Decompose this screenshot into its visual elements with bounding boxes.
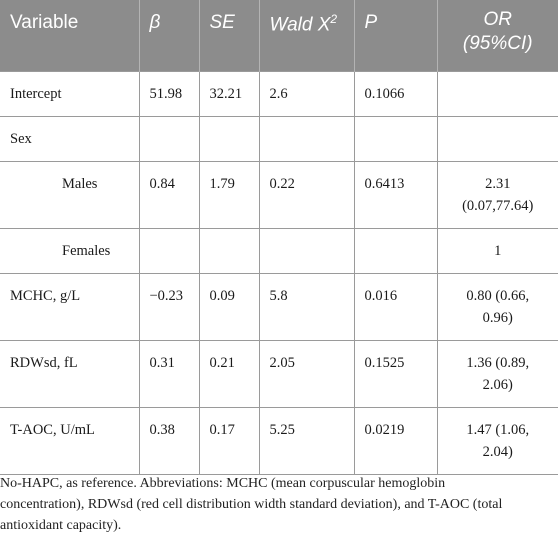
cell-wald: [258, 115, 355, 162]
regression-table-container: Variable β SE Wald X2 P OR (95%CI) Interc…: [0, 0, 558, 475]
cell-or: 1.47 (1.06, 2.04): [436, 406, 558, 475]
cell-wald: 2.05: [258, 339, 355, 408]
cell-or: 1: [436, 227, 558, 274]
row-label: RDWsd, fL: [0, 339, 140, 408]
row-label: T-AOC, U/mL: [0, 406, 140, 475]
cell-or-line2: (0.07,77.64): [462, 197, 534, 214]
cell-beta: [138, 115, 200, 162]
cell-p: 0.1066: [353, 70, 438, 117]
cell-beta: 51.98: [138, 70, 200, 117]
cell-se: 32.21: [198, 70, 260, 117]
cell-p: [353, 115, 438, 162]
header-or-line1: OR: [483, 9, 513, 30]
table-row: Intercept 51.98 32.21 2.6 0.1066: [0, 70, 558, 117]
footnote-line: antioxidant capacity).: [0, 518, 122, 533]
header-wald-superscript: 2: [330, 12, 338, 26]
cell-p: 0.1525: [353, 339, 438, 408]
header-p: P: [354, 0, 438, 71]
cell-se: 0.17: [198, 406, 260, 475]
cell-se: 0.09: [198, 272, 260, 341]
table-header-row: Variable β SE Wald X2 P OR (95%CI): [0, 0, 558, 71]
table-row: Females 1: [0, 227, 558, 274]
cell-or-line2: 2.04): [482, 443, 513, 460]
row-label: Sex: [0, 115, 140, 162]
header-or: OR (95%CI): [437, 0, 558, 71]
footnote-line: concentration), RDWsd (red cell distribu…: [0, 497, 503, 512]
cell-beta: 0.84: [138, 160, 200, 229]
cell-wald: 0.22: [258, 160, 355, 229]
row-label: Females: [0, 227, 140, 274]
cell-beta: [138, 227, 200, 274]
cell-wald: 5.8: [258, 272, 355, 341]
footnote-line: No-HAPC, as reference. Abbreviations: MC…: [0, 476, 446, 491]
regression-table: Variable β SE Wald X2 P OR (95%CI) Interc…: [0, 0, 558, 475]
row-label: Males: [0, 160, 140, 229]
table-row: Sex: [0, 115, 558, 162]
cell-or: [436, 115, 558, 162]
cell-or-line2: 2.06): [482, 376, 513, 393]
cell-or: 2.31 (0.07,77.64): [436, 160, 558, 229]
cell-beta: 0.38: [138, 406, 200, 475]
cell-or-line1: 0.80 (0.66,: [466, 287, 530, 304]
cell-or-line1: 2.31: [485, 175, 511, 192]
cell-wald: 2.6: [258, 70, 355, 117]
table-row: T-AOC, U/mL 0.38 0.17 5.25 0.0219 1.47 (…: [0, 406, 558, 475]
cell-or-line2: 0.96): [482, 309, 513, 326]
row-label: MCHC, g/L: [0, 272, 140, 341]
cell-or: 1.36 (0.89, 2.06): [436, 339, 558, 408]
cell-se: 1.79: [198, 160, 260, 229]
header-variable: Variable: [0, 0, 140, 71]
table-row: Males 0.84 1.79 0.22 0.6413 2.31 (0.07,77…: [0, 160, 558, 229]
header-wald-text: Wald X: [269, 14, 331, 36]
cell-beta: −0.23: [138, 272, 200, 341]
table-row: MCHC, g/L −0.23 0.09 5.8 0.016 0.80 (0.6…: [0, 272, 558, 341]
cell-or: 0.80 (0.66, 0.96): [436, 272, 558, 341]
header-or-line2: (95%CI): [462, 33, 533, 54]
header-wald: Wald X2: [259, 0, 355, 71]
cell-p: [353, 227, 438, 274]
cell-or-line1: 1.36 (0.89,: [466, 354, 530, 371]
cell-beta: 0.31: [138, 339, 200, 408]
cell-se: [198, 227, 260, 274]
cell-or-line1: 1.47 (1.06,: [466, 421, 530, 438]
cell-p: 0.016: [353, 272, 438, 341]
cell-or-line1: 1: [494, 242, 502, 259]
cell-wald: [258, 227, 355, 274]
cell-or: [436, 70, 558, 117]
cell-se: [198, 115, 260, 162]
header-beta: β: [139, 0, 200, 71]
header-se: SE: [199, 0, 260, 71]
cell-p: 0.6413: [353, 160, 438, 229]
table-footnote: No-HAPC, as reference. Abbreviations: MC…: [0, 473, 554, 536]
row-label: Intercept: [0, 70, 140, 117]
table-row: RDWsd, fL 0.31 0.21 2.05 0.1525 1.36 (0.…: [0, 339, 558, 408]
cell-p: 0.0219: [353, 406, 438, 475]
cell-se: 0.21: [198, 339, 260, 408]
cell-wald: 5.25: [258, 406, 355, 475]
